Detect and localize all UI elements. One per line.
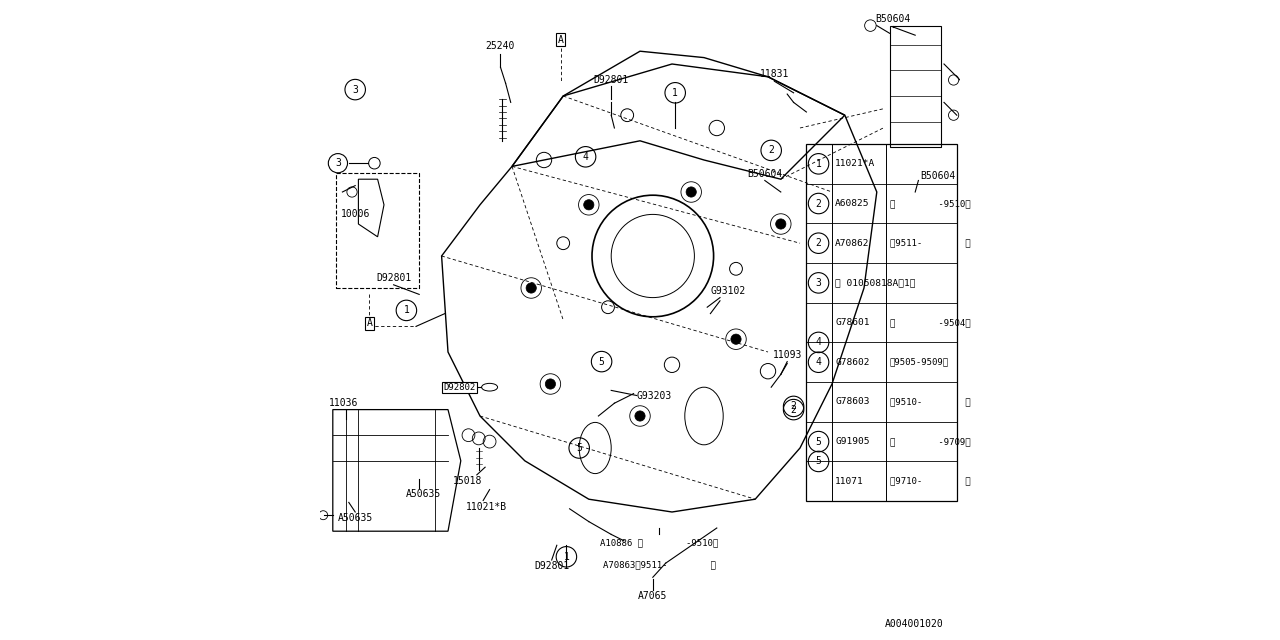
Text: G78601: G78601 [836,318,869,327]
Text: 10006: 10006 [340,209,370,220]
Text: D92801: D92801 [534,561,570,572]
Text: 11036: 11036 [329,398,358,408]
Text: 5: 5 [815,456,822,467]
Text: G93102: G93102 [710,286,746,296]
Text: 〈        -9510〉: 〈 -9510〉 [890,199,970,208]
Text: 1: 1 [563,552,570,562]
Text: D92801: D92801 [594,75,628,85]
Circle shape [526,283,536,293]
Bar [335,173,420,288]
Text: 3: 3 [815,278,822,288]
Text: D92801: D92801 [376,273,411,284]
Circle shape [545,379,556,389]
Text: 1: 1 [403,305,410,316]
Circle shape [776,219,786,229]
Text: 11831: 11831 [760,68,788,79]
Circle shape [584,200,594,210]
Text: 11021*B: 11021*B [466,502,507,512]
Text: 1: 1 [672,88,678,98]
Text: 2: 2 [815,198,822,209]
Text: B50604: B50604 [748,169,782,179]
Text: B50604: B50604 [876,14,910,24]
Text: 2: 2 [768,145,774,156]
Text: B50604: B50604 [920,171,956,181]
Text: D92802: D92802 [443,383,476,392]
Text: 5: 5 [599,356,604,367]
Bar [806,144,957,501]
Text: 4: 4 [815,357,822,367]
Circle shape [635,411,645,421]
Text: 5: 5 [576,443,582,453]
Text: A60825: A60825 [836,199,869,208]
Text: 11071: 11071 [836,477,864,486]
Text: A50635: A50635 [406,489,442,499]
Circle shape [731,334,741,344]
Text: 〈9511-        〉: 〈9511- 〉 [890,239,970,248]
Text: Ⓑ 01050818A〈1〉: Ⓑ 01050818A〈1〉 [836,278,915,287]
Text: A10886 〈        -9510〉: A10886 〈 -9510〉 [600,538,718,547]
Text: 11021*A: 11021*A [836,159,876,168]
Text: A: A [558,35,563,45]
Text: G78602: G78602 [836,358,869,367]
Circle shape [686,187,696,197]
Text: A: A [366,318,372,328]
Text: 3: 3 [335,158,340,168]
Text: 1: 1 [815,159,822,169]
Text: A50635: A50635 [338,513,372,524]
Text: 〈9510-        〉: 〈9510- 〉 [890,397,970,406]
Text: G93203: G93203 [636,390,672,401]
Text: G78603: G78603 [836,397,869,406]
Text: 2: 2 [815,238,822,248]
Text: A004001020: A004001020 [886,619,945,629]
Text: 25240: 25240 [486,41,515,51]
Text: 11093: 11093 [773,350,801,360]
Text: 〈9505-9509〉: 〈9505-9509〉 [890,358,948,367]
Text: A70862: A70862 [836,239,869,248]
Text: 5: 5 [815,436,822,447]
Text: 3: 3 [352,84,358,95]
Text: 〈        -9504〉: 〈 -9504〉 [890,318,970,327]
Text: 〈        -9709〉: 〈 -9709〉 [890,437,970,446]
Text: G91905: G91905 [836,437,869,446]
Text: 2: 2 [791,401,796,412]
Text: 4: 4 [815,337,822,348]
Text: A70863〈9511-        〉: A70863〈9511- 〉 [603,561,716,570]
Text: 2: 2 [791,404,796,415]
Text: 〈9710-        〉: 〈9710- 〉 [890,477,970,486]
Text: 15018: 15018 [453,476,481,486]
Text: A7065: A7065 [639,591,667,602]
Text: 4: 4 [582,152,589,162]
